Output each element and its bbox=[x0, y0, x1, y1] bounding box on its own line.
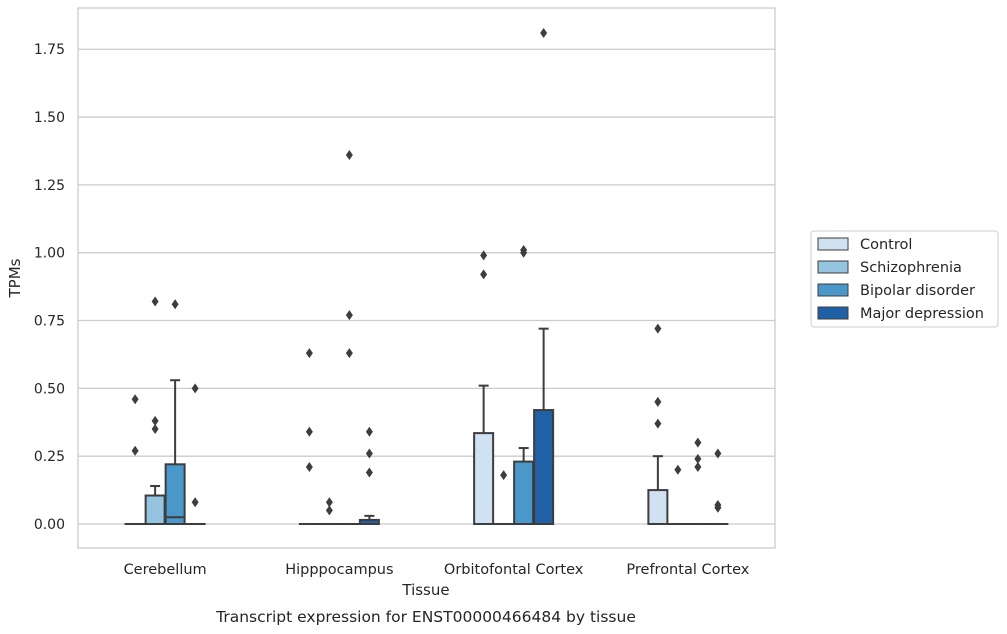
outlier-point bbox=[151, 296, 159, 307]
outlier-point bbox=[480, 269, 488, 280]
outlier-point bbox=[654, 396, 662, 407]
box-control bbox=[298, 348, 320, 526]
outlier-point bbox=[365, 467, 373, 478]
box-major-depression bbox=[184, 383, 206, 526]
y-tick-label: 0.00 bbox=[34, 517, 65, 533]
outlier-point bbox=[345, 150, 353, 161]
y-tick-label: 1.75 bbox=[34, 42, 65, 58]
outlier-point bbox=[345, 310, 353, 321]
y-axis-label: TPMs bbox=[6, 258, 24, 298]
x-tick-labels: Cerebellum Hipppocampus Orbitofontal Corte… bbox=[124, 562, 750, 578]
box-bipolar-disorder bbox=[513, 244, 535, 526]
outlier-point bbox=[131, 445, 139, 456]
box-body bbox=[513, 460, 535, 526]
box-schizophrenia bbox=[667, 464, 689, 526]
outlier-point bbox=[305, 348, 313, 359]
box-body bbox=[647, 489, 669, 525]
box-groups bbox=[124, 27, 729, 526]
box-schizophrenia bbox=[318, 497, 340, 526]
legend-swatch bbox=[817, 260, 849, 274]
outlier-point bbox=[694, 462, 702, 473]
x-axis-label: Tissue bbox=[401, 581, 449, 599]
legend-label: Schizophrenia bbox=[860, 260, 962, 276]
box-major-depression bbox=[358, 426, 380, 525]
box-body bbox=[533, 409, 555, 525]
legend-swatch bbox=[817, 237, 849, 251]
outlier-point bbox=[714, 502, 722, 513]
y-tick-label: 0.75 bbox=[34, 314, 65, 330]
box-bipolar-disorder bbox=[338, 150, 360, 526]
y-tick-label: 1.50 bbox=[34, 110, 65, 126]
outlier-point bbox=[345, 348, 353, 359]
legend-label: Major depression bbox=[860, 306, 984, 322]
legend-swatch bbox=[817, 306, 849, 320]
legend-item: Schizophrenia bbox=[817, 260, 962, 276]
grid-lines bbox=[78, 48, 775, 525]
legend-item: Bipolar disorder bbox=[817, 283, 975, 299]
y-tick-label: 1.25 bbox=[34, 178, 65, 194]
legend-item: Major depression bbox=[817, 306, 984, 322]
box-body bbox=[164, 463, 186, 525]
outlier-point bbox=[325, 505, 333, 516]
box-major-depression bbox=[533, 27, 555, 525]
outlier-point bbox=[325, 497, 333, 508]
x-tick-label: Cerebellum bbox=[124, 562, 207, 578]
outlier-point bbox=[540, 27, 548, 38]
outlier-point bbox=[694, 453, 702, 464]
y-tick-labels: 0.00 0.25 0.50 0.75 1.00 1.25 1.50 1.75 bbox=[34, 42, 65, 533]
outlier-point bbox=[191, 383, 199, 394]
legend-frame bbox=[810, 230, 999, 328]
outlier-point bbox=[171, 299, 179, 310]
box-control bbox=[473, 250, 495, 525]
outlier-point bbox=[131, 394, 139, 405]
box-bipolar-disorder bbox=[687, 437, 709, 526]
outlier-point bbox=[365, 426, 373, 437]
outlier-point bbox=[714, 448, 722, 459]
y-tick-label: 0.25 bbox=[34, 449, 65, 465]
box-body bbox=[144, 494, 166, 525]
x-tick-label: Hipppocampus bbox=[285, 562, 393, 578]
outlier-point bbox=[365, 448, 373, 459]
box-body bbox=[473, 432, 495, 525]
box-schizophrenia bbox=[144, 296, 166, 525]
chart-caption: Transcript expression for ENST0000046648… bbox=[215, 608, 636, 626]
legend-swatch bbox=[817, 283, 849, 297]
outlier-point bbox=[151, 424, 159, 435]
legend: Control Schizophrenia Bipolar disorder Majo… bbox=[810, 230, 999, 328]
outlier-point bbox=[654, 323, 662, 334]
x-tick-label: Prefrontal Cortex bbox=[626, 562, 749, 578]
box-bipolar-disorder bbox=[164, 299, 186, 525]
box-control bbox=[647, 323, 669, 525]
outlier-point bbox=[305, 462, 313, 473]
plot-frame bbox=[77, 7, 776, 549]
y-tick-label: 1.00 bbox=[34, 246, 65, 262]
y-tick-label: 0.50 bbox=[34, 381, 65, 397]
outlier-point bbox=[654, 418, 662, 429]
legend-label: Bipolar disorder bbox=[860, 283, 975, 299]
box-schizophrenia bbox=[493, 470, 515, 526]
legend-item: Control bbox=[817, 237, 912, 253]
outlier-point bbox=[191, 497, 199, 508]
outlier-point bbox=[674, 464, 682, 475]
outlier-point bbox=[520, 244, 528, 255]
legend-label: Control bbox=[860, 237, 912, 253]
outlier-point bbox=[500, 470, 508, 481]
x-tick-label: Orbitofontal Cortex bbox=[444, 562, 584, 578]
box-major-depression bbox=[707, 448, 729, 526]
outlier-point bbox=[151, 415, 159, 426]
outlier-point bbox=[694, 437, 702, 448]
outlier-point bbox=[480, 250, 488, 261]
box-control bbox=[124, 394, 146, 526]
outlier-point bbox=[305, 426, 313, 437]
